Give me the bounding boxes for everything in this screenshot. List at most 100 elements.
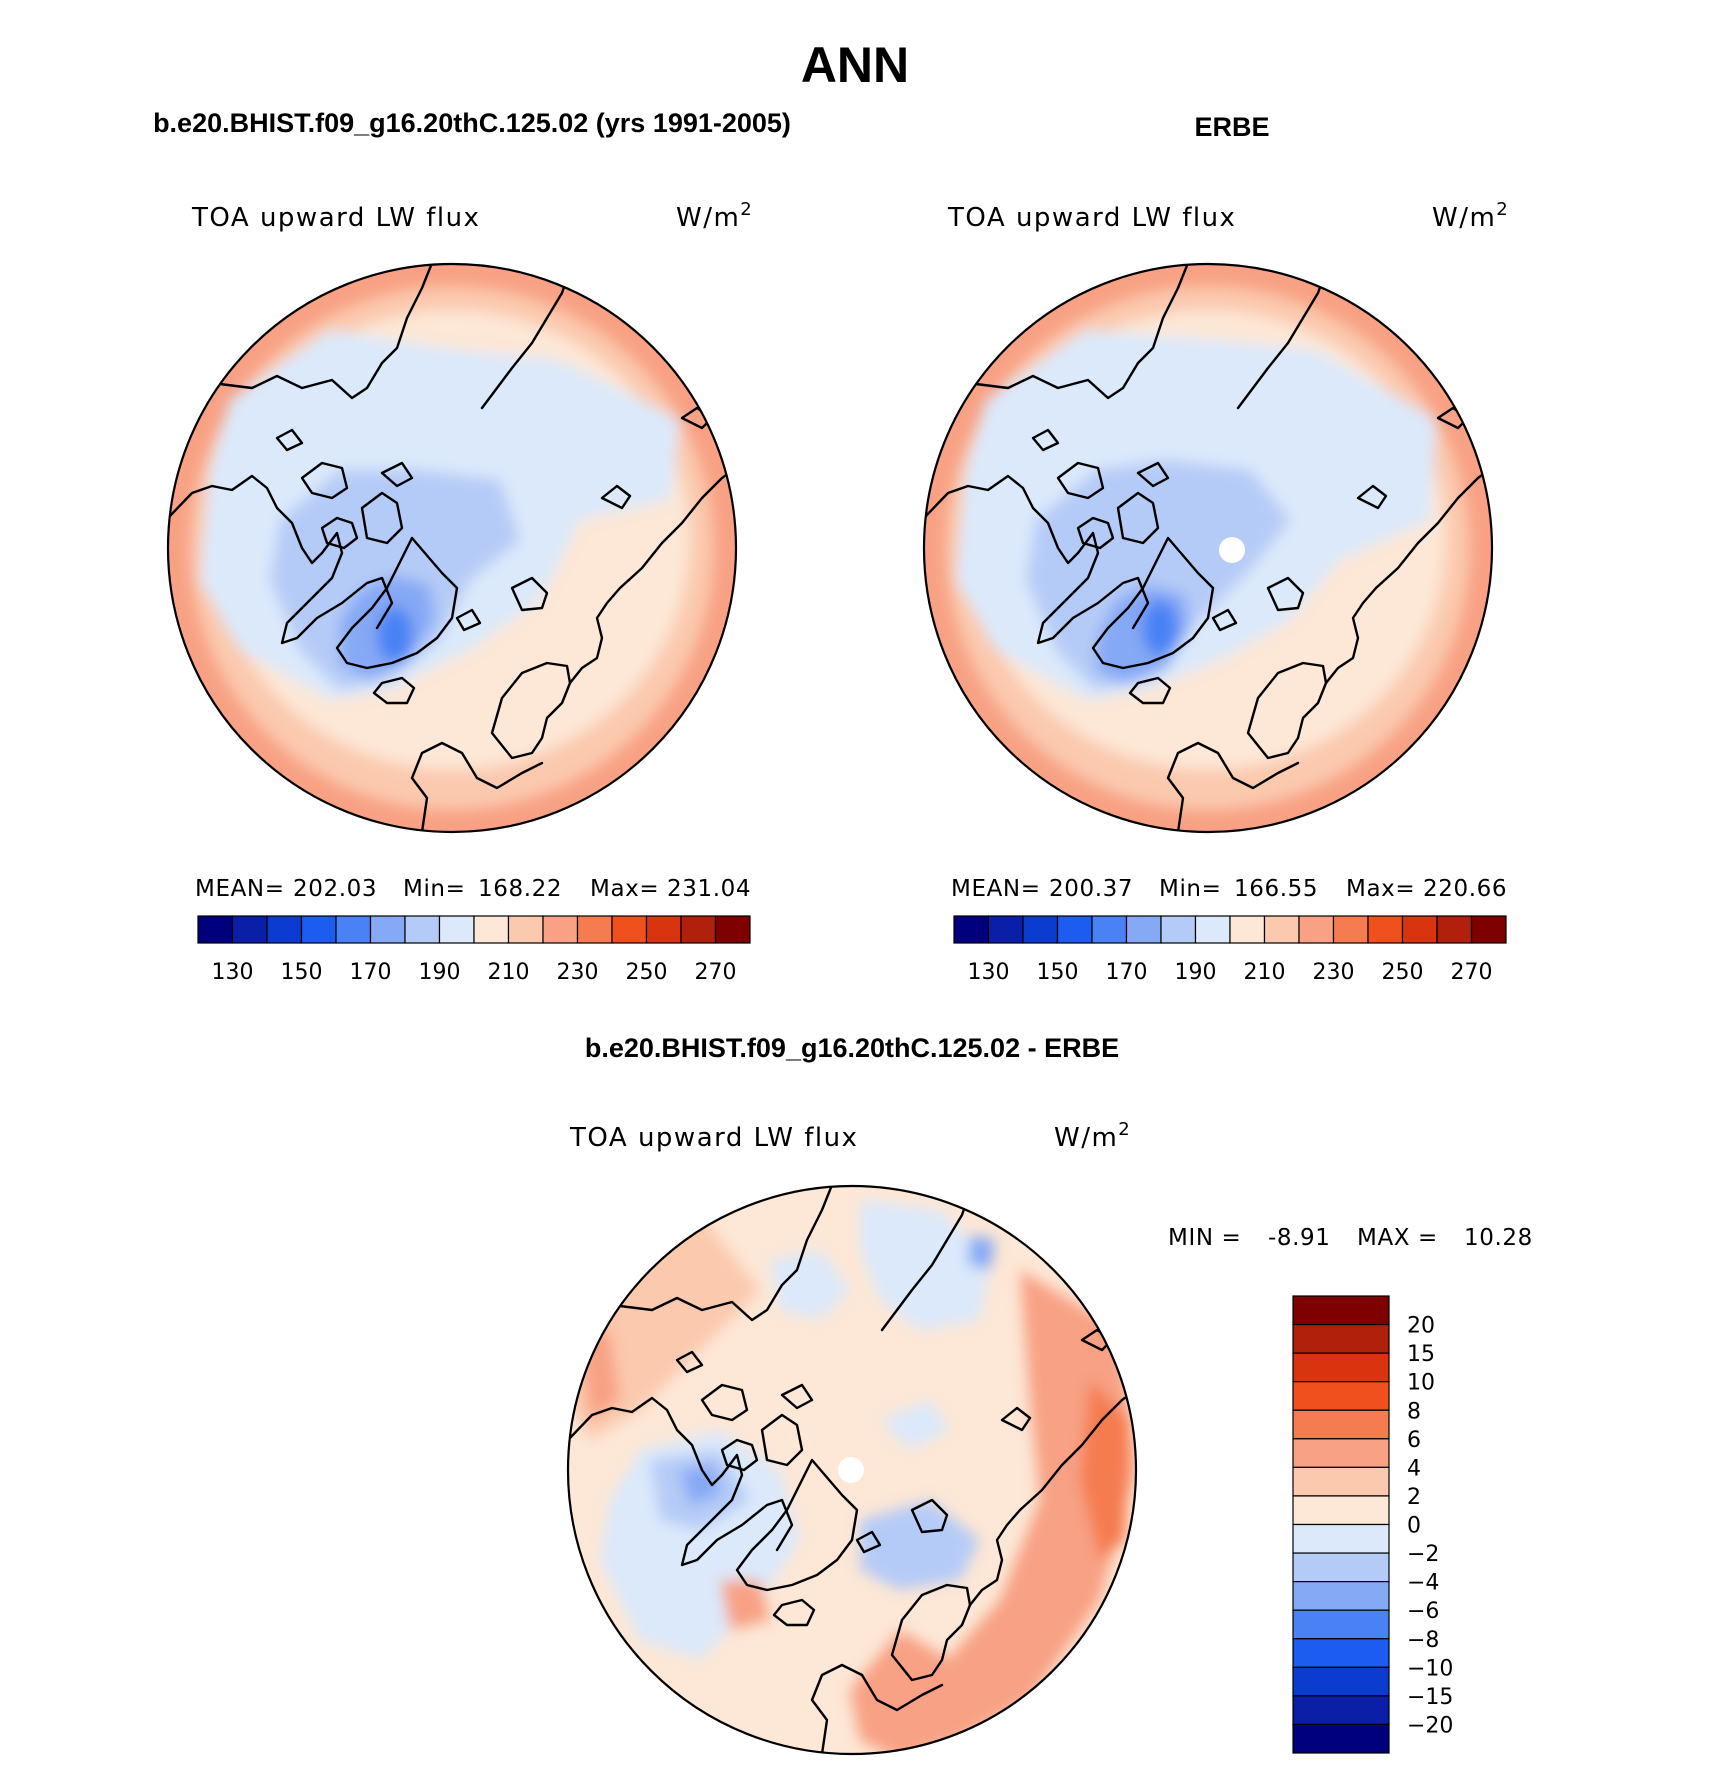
model-colorbar-swatch xyxy=(266,915,303,944)
model-colorbar-swatch xyxy=(714,915,751,944)
obs-colorbar-swatch xyxy=(1160,915,1197,944)
model-polar-map xyxy=(166,262,738,834)
diff-polar-map xyxy=(566,1184,1138,1756)
svg-text:MAX =: MAX = xyxy=(1357,1225,1438,1251)
svg-text:168.22: 168.22 xyxy=(478,876,562,902)
diff-colorbar-swatch xyxy=(1292,1695,1390,1726)
diff-missing-pole xyxy=(838,1457,864,1483)
obs-colorbar-swatch xyxy=(953,915,990,944)
model-colorbar-swatch xyxy=(438,915,475,944)
diff-colorbar-swatch xyxy=(1292,1295,1390,1326)
model-stats: MEAN= 202.03 Min= 168.22 Max= 231.04 xyxy=(195,876,751,902)
diff-colorbar-tick-label: 20 xyxy=(1407,1314,1435,1339)
model-variable-label: TOA upward LW flux xyxy=(191,203,480,233)
diff-colorbar-tick-label: −2 xyxy=(1407,1542,1439,1567)
diff-colorbar-tick-label: −20 xyxy=(1407,1713,1453,1738)
model-colorbar-tick-label: 270 xyxy=(695,960,737,985)
svg-text:Min=: Min= xyxy=(403,876,465,902)
model-colorbar-swatch xyxy=(473,915,510,944)
svg-text:231.04: 231.04 xyxy=(667,876,751,902)
obs-colorbar-swatch xyxy=(1298,915,1335,944)
diff-colorbar-swatch xyxy=(1292,1609,1390,1640)
obs-colorbar-swatch xyxy=(1056,915,1093,944)
diff-colorbar-tick-label: −4 xyxy=(1407,1571,1439,1596)
model-colorbar-tick-label: 190 xyxy=(419,960,461,985)
obs-colorbar-tick-label: 230 xyxy=(1313,960,1355,985)
diff-stats: MIN = -8.91 MAX = 10.28 xyxy=(1168,1225,1533,1251)
diff-colorbar-swatch xyxy=(1292,1581,1390,1611)
obs-colorbar-tick-label: 250 xyxy=(1382,960,1424,985)
model-colorbar-tick-label: 230 xyxy=(557,960,599,985)
obs-colorbar-swatch xyxy=(1022,915,1059,944)
obs-colorbar-swatch xyxy=(1470,915,1507,944)
svg-text:MEAN=: MEAN= xyxy=(195,876,285,902)
diff-colorbar-swatch xyxy=(1292,1381,1390,1411)
model-colorbar-swatch xyxy=(197,915,234,944)
diff-colorbar-swatch xyxy=(1292,1409,1390,1440)
svg-text:200.37: 200.37 xyxy=(1049,876,1133,902)
model-colorbar-swatch xyxy=(576,915,613,944)
obs-colorbar-tick-label: 270 xyxy=(1451,960,1493,985)
model-colorbar-swatch xyxy=(404,915,441,944)
diff-colorbar-tick-label: 0 xyxy=(1407,1514,1421,1539)
diff-colorbar-swatch xyxy=(1292,1723,1390,1754)
svg-text:Min=: Min= xyxy=(1159,876,1221,902)
model-colorbar-tick-label: 210 xyxy=(488,960,530,985)
svg-text:10.28: 10.28 xyxy=(1464,1225,1533,1251)
diff-colorbar-tick-label: −10 xyxy=(1407,1656,1453,1681)
diff-colorbar-swatch xyxy=(1292,1466,1390,1497)
diff-colorbar-tick-label: 4 xyxy=(1407,1456,1421,1481)
obs-colorbar-swatch xyxy=(1332,915,1369,944)
diff-colorbar-swatch xyxy=(1292,1323,1390,1354)
obs-colorbar-swatch xyxy=(1401,915,1438,944)
svg-text:166.55: 166.55 xyxy=(1234,876,1318,902)
svg-text:MEAN=: MEAN= xyxy=(951,876,1041,902)
model-colorbar-swatch xyxy=(680,915,717,944)
model-colorbar-swatch xyxy=(507,915,544,944)
svg-text:MIN =: MIN = xyxy=(1168,1225,1241,1251)
diff-colorbar-swatch xyxy=(1292,1666,1390,1697)
svg-text:202.03: 202.03 xyxy=(293,876,377,902)
obs-colorbar-swatch xyxy=(1194,915,1231,944)
diff-variable-label: TOA upward LW flux xyxy=(569,1123,858,1153)
model-colorbar-swatch xyxy=(369,915,406,944)
diff-colorbar-tick-label: −8 xyxy=(1407,1628,1439,1653)
diff-colorbar-swatch xyxy=(1292,1352,1390,1383)
model-colorbar-swatch xyxy=(645,915,682,944)
model-colorbar-tick-label: 170 xyxy=(350,960,392,985)
left-panel-title: b.e20.BHIST.f09_g16.20thC.125.02 (yrs 19… xyxy=(153,108,791,138)
diff-colorbar-swatch xyxy=(1292,1438,1390,1468)
obs-colorbar-tick-label: 190 xyxy=(1175,960,1217,985)
obs-polar-map xyxy=(922,262,1494,834)
svg-text:-8.91: -8.91 xyxy=(1268,1225,1331,1251)
obs-colorbar-swatch xyxy=(1091,915,1128,944)
model-colorbar-tick-label: 250 xyxy=(626,960,668,985)
model-colorbar-tick-label: 150 xyxy=(281,960,323,985)
diff-colorbar-tick-label: 2 xyxy=(1407,1485,1421,1510)
figure-title: ANN xyxy=(801,37,909,93)
diff-colorbar-tick-label: 10 xyxy=(1407,1371,1435,1396)
model-units-label: W/m2 xyxy=(676,199,753,233)
obs-colorbar-tick-label: 130 xyxy=(968,960,1010,985)
diff-colorbar-tick-label: 8 xyxy=(1407,1399,1421,1424)
diff-colorbar-tick-label: −15 xyxy=(1407,1685,1453,1710)
model-colorbar-swatch xyxy=(611,915,648,944)
model-colorbar-swatch xyxy=(300,915,337,944)
obs-units-label: W/m2 xyxy=(1432,199,1509,233)
right-panel-title: ERBE xyxy=(1194,112,1269,142)
obs-missing-pole xyxy=(1219,537,1245,563)
svg-text:Max=: Max= xyxy=(1346,876,1415,902)
obs-colorbar-swatch xyxy=(1436,915,1473,944)
diff-colorbar-tick-label: 6 xyxy=(1407,1428,1421,1453)
obs-variable-label: TOA upward LW flux xyxy=(947,203,1236,233)
model-colorbar: 130 150 170 190 210 230 250 270 xyxy=(197,915,751,985)
diff-colorbar-swatch xyxy=(1292,1495,1390,1526)
obs-colorbar-tick-label: 170 xyxy=(1106,960,1148,985)
obs-stats: MEAN= 200.37 Min= 166.55 Max= 220.66 xyxy=(951,876,1506,902)
model-colorbar-tick-label: 130 xyxy=(212,960,254,985)
obs-colorbar-tick-label: 210 xyxy=(1244,960,1286,985)
obs-colorbar-swatch xyxy=(987,915,1024,944)
svg-text:Max=: Max= xyxy=(590,876,659,902)
obs-colorbar-swatch xyxy=(1263,915,1300,944)
obs-colorbar-swatch xyxy=(1367,915,1404,944)
